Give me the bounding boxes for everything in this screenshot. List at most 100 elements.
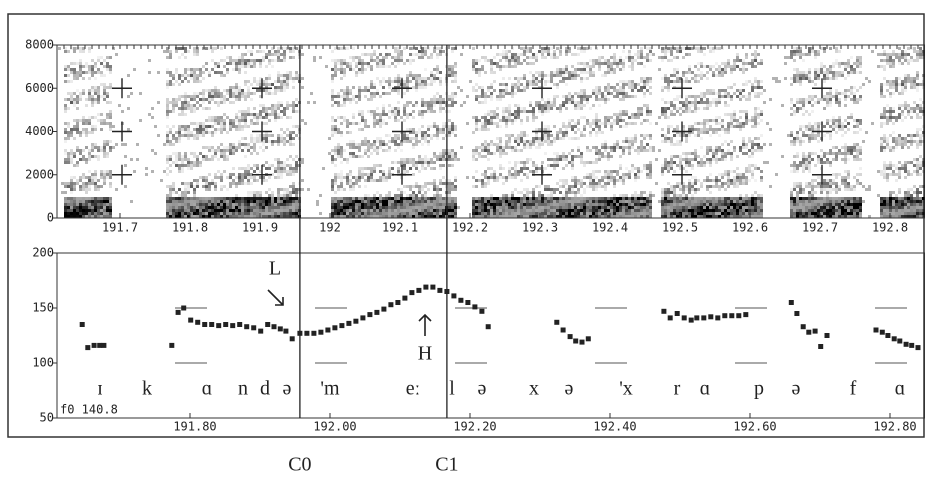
- spectral-energy: [382, 176, 385, 179]
- spectral-energy: [79, 134, 82, 137]
- spectral-energy: [661, 212, 664, 215]
- spectral-energy: [220, 206, 223, 209]
- spectral-energy: [379, 59, 382, 62]
- spectral-energy: [697, 206, 700, 209]
- spectral-energy: [427, 209, 430, 212]
- spectral-energy: [136, 143, 139, 146]
- spectral-energy: [229, 143, 232, 146]
- spectral-energy: [598, 119, 601, 122]
- spectral-energy: [580, 197, 583, 200]
- spectral-energy: [415, 164, 418, 167]
- spectral-energy: [670, 164, 673, 167]
- spectral-energy: [535, 206, 538, 209]
- spectral-energy: [223, 152, 226, 155]
- spectral-energy: [664, 86, 667, 89]
- spectral-energy: [682, 125, 685, 128]
- spectral-energy: [433, 155, 436, 158]
- spectral-energy: [259, 209, 262, 212]
- spectral-energy: [373, 116, 376, 119]
- spectral-energy: [85, 128, 88, 131]
- spectral-energy: [277, 116, 280, 119]
- spectral-energy: [424, 155, 427, 158]
- spectral-energy: [187, 74, 190, 77]
- spectral-energy: [91, 128, 94, 131]
- spectral-energy: [496, 137, 499, 140]
- spectral-energy: [553, 95, 556, 98]
- spectral-energy: [430, 197, 433, 200]
- spectral-energy: [430, 104, 433, 107]
- spectral-energy: [199, 74, 202, 77]
- spectral-energy: [289, 50, 292, 53]
- spectral-energy: [475, 215, 478, 218]
- spectral-energy: [187, 134, 190, 137]
- spectral-energy: [634, 116, 637, 119]
- spectral-energy: [250, 146, 253, 149]
- spectral-energy: [685, 212, 688, 215]
- spectral-energy: [340, 68, 343, 71]
- spectral-energy: [241, 113, 244, 116]
- spectral-energy: [388, 110, 391, 113]
- spectral-energy: [667, 164, 670, 167]
- spectral-energy: [250, 215, 253, 218]
- spectral-energy: [271, 53, 274, 56]
- spectral-energy: [646, 149, 649, 152]
- spectral-energy: [151, 107, 154, 110]
- spectral-energy: [544, 194, 547, 197]
- spectral-energy: [73, 152, 76, 155]
- spectral-energy: [565, 68, 568, 71]
- spectral-energy: [277, 113, 280, 116]
- spectral-energy: [337, 185, 340, 188]
- spectral-energy: [265, 146, 268, 149]
- spectral-energy: [427, 110, 430, 113]
- spectral-energy: [622, 80, 625, 83]
- spectral-energy: [136, 158, 139, 161]
- spectral-energy: [286, 80, 289, 83]
- spectral-energy: [685, 131, 688, 134]
- spectral-energy: [370, 215, 373, 218]
- spectral-energy: [286, 215, 289, 218]
- spectral-energy: [427, 215, 430, 218]
- spectral-energy: [226, 155, 229, 158]
- spectral-energy: [88, 158, 91, 161]
- spectral-energy: [97, 155, 100, 158]
- spectral-energy: [283, 80, 286, 83]
- spectral-energy: [409, 185, 412, 188]
- spectral-energy: [655, 182, 658, 185]
- spectral-energy: [613, 197, 616, 200]
- spectral-energy: [487, 176, 490, 179]
- spectral-energy: [277, 197, 280, 200]
- spectral-energy: [286, 194, 289, 197]
- spectral-energy: [559, 68, 562, 71]
- spectral-energy: [424, 215, 427, 218]
- spectral-energy: [349, 89, 352, 92]
- spectral-energy: [271, 107, 274, 110]
- spectral-energy: [691, 164, 694, 167]
- spectral-energy: [529, 71, 532, 74]
- spectral-energy: [109, 71, 112, 74]
- spectral-energy: [388, 83, 391, 86]
- spectral-energy: [397, 83, 400, 86]
- spectral-energy: [502, 167, 505, 170]
- spectral-energy: [592, 74, 595, 77]
- spectral-energy: [535, 185, 538, 188]
- spectral-energy: [169, 128, 172, 131]
- spectral-energy: [106, 155, 109, 158]
- spectral-energy: [523, 74, 526, 77]
- spectral-energy: [499, 65, 502, 68]
- spectral-energy: [478, 86, 481, 89]
- spectral-energy: [337, 215, 340, 218]
- spectral-energy: [559, 209, 562, 212]
- spectral-energy: [382, 203, 385, 206]
- spectral-energy: [241, 110, 244, 113]
- spectral-energy: [610, 215, 613, 218]
- spectral-energy: [520, 83, 523, 86]
- spectral-energy: [637, 110, 640, 113]
- spectral-energy: [283, 167, 286, 170]
- spectral-energy: [94, 143, 97, 146]
- spectral-energy: [661, 167, 664, 170]
- spectral-energy: [379, 119, 382, 122]
- spectral-energy: [472, 155, 475, 158]
- spectral-energy: [334, 164, 337, 167]
- spectral-energy: [625, 137, 628, 140]
- spectral-energy: [388, 191, 391, 194]
